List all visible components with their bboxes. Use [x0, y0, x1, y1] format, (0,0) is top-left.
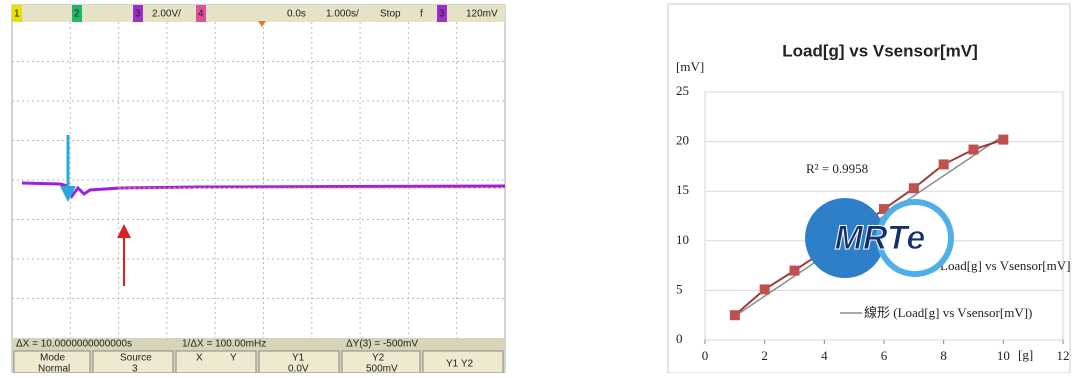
marker	[909, 183, 919, 193]
ch-label: 2	[74, 9, 80, 20]
scope-top-bar	[12, 5, 505, 22]
x-tick-label: 12	[1057, 348, 1070, 363]
softkey-value: 500mV	[366, 364, 398, 373]
ch-label: 4	[198, 9, 204, 20]
softkey-label: Y	[230, 353, 237, 364]
x-tick-label: 10	[997, 348, 1010, 363]
legend-label: 線形 (Load[g] vs Vsensor[mV])	[864, 305, 1032, 320]
timebase: 1.000s/	[326, 9, 359, 20]
y-tick-label: 0	[676, 331, 683, 346]
y-tick-label: 15	[676, 182, 689, 197]
softkey-value: 3	[132, 364, 138, 373]
marker	[790, 266, 800, 276]
softkey-label: Source	[120, 353, 152, 364]
softkey-label: X	[196, 353, 203, 364]
ch-label: 3	[135, 9, 141, 20]
legend-label: Load[g] vs Vsensor[mV]	[940, 258, 1070, 273]
ch-label: 1	[14, 9, 20, 20]
y-tick-label: 25	[676, 83, 689, 98]
x-tick-label: 6	[881, 348, 888, 363]
annotation: R² = 0.9958	[806, 161, 868, 176]
x-tick-label: 4	[821, 348, 828, 363]
chart: Load[g] vs Vsensor[mV] [mV] [g] R² = 0.9…	[668, 4, 1070, 373]
chart-title: Load[g] vs Vsensor[mV]	[782, 41, 978, 60]
softkey-label: Mode	[40, 353, 65, 364]
delay: 0.0s	[287, 9, 306, 20]
marker	[969, 145, 979, 155]
y-tick-label: 20	[676, 133, 689, 148]
page: 1 2 3 2.00V/ 4 0.0s 1.000s/ Stop f 3 120…	[0, 0, 1076, 373]
y-tick-label: 10	[676, 232, 689, 247]
softkey-label: Y1	[292, 353, 305, 364]
y-axis-label: [mV]	[676, 59, 704, 74]
marker	[730, 310, 740, 320]
scope-screen	[12, 5, 505, 373]
x-axis-label: [g]	[1018, 347, 1033, 362]
softkey-value: 0.0V	[288, 364, 309, 373]
softkey-label: Y2	[372, 353, 385, 364]
x-tick-label: 0	[702, 348, 709, 363]
x-tick-label: 2	[761, 348, 768, 363]
x-tick-label: 8	[940, 348, 947, 363]
softkey[interactable]	[176, 351, 256, 373]
trigger-slope: f	[420, 9, 423, 20]
oscilloscope: 1 2 3 2.00V/ 4 0.0s 1.000s/ Stop f 3 120…	[12, 5, 505, 373]
readout: ΔX = 10.0000000000000s	[16, 339, 132, 350]
y-tick-label: 5	[676, 281, 683, 296]
marker	[939, 159, 949, 169]
scale: 2.00V/	[152, 9, 181, 20]
readout: 1/ΔX = 100.00mHz	[182, 339, 266, 350]
marker	[998, 135, 1008, 145]
marker	[760, 284, 770, 294]
trigger-level: 120mV	[466, 9, 498, 20]
readout: ΔY(3) = -500mV	[346, 339, 418, 350]
ch-label: 3	[439, 9, 445, 20]
softkey-label: Y1 Y2	[446, 359, 473, 370]
softkeys: Mode Normal Source 3 X Y Y1 0.0V Y2 500m…	[14, 351, 503, 373]
logo-text: MRTe	[835, 219, 926, 257]
softkey-value: Normal	[38, 364, 70, 373]
run-state: Stop	[380, 9, 401, 20]
